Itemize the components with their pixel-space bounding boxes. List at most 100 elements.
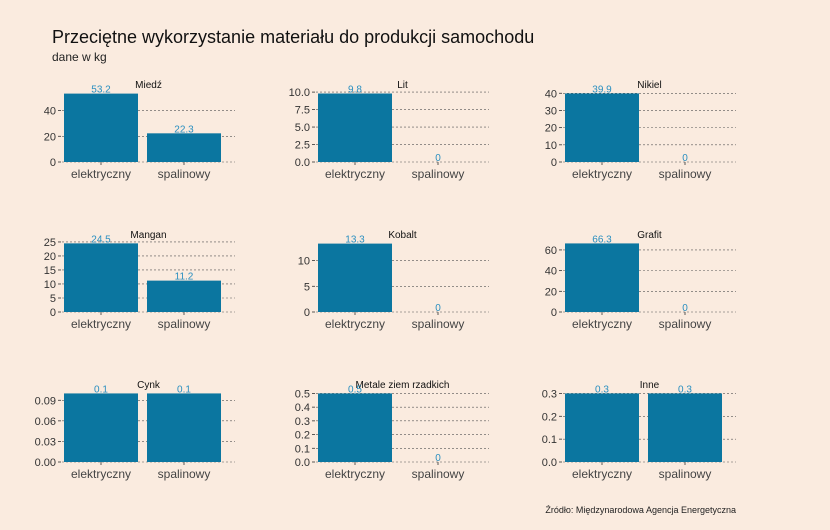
panel-5-value-label: 13.3 [345, 235, 365, 246]
panel-4-ytick-label: 25 [44, 237, 56, 249]
panel-8-ytick-label: 0.4 [295, 402, 310, 414]
panel-2-category-label: elektryczny [325, 167, 385, 181]
panel-4-title: Mangan [130, 230, 166, 241]
panel-2-value-label: 0 [435, 153, 441, 164]
panel-9-value-label: 0.3 [595, 384, 609, 395]
panel-3-value-label: 0 [682, 153, 688, 164]
panel-1-value-label: 22.3 [174, 124, 194, 135]
panel-3-value-label: 39.9 [592, 84, 612, 95]
panel-4-ytick-label: 10 [44, 279, 56, 291]
panel-5-title: Kobalt [388, 230, 417, 241]
panel-8-title: Metale ziem rzadkich [356, 380, 450, 391]
panel-4-ytick-label: 0 [50, 307, 56, 319]
panel-6-value-label: 0 [682, 303, 688, 314]
panel-8-value-label: 0 [435, 453, 441, 464]
panel-4-value-label: 24.5 [91, 234, 111, 245]
panel-7-category-label: spalinowy [158, 467, 211, 481]
panel-3-ytick-label: 40 [545, 88, 557, 100]
panel-4-value-label: 11.2 [175, 272, 194, 283]
source-note: Źródło: Międzynarodowa Agencja Energetyc… [545, 505, 736, 515]
panel-5-ytick-label: 5 [304, 281, 310, 293]
panel-6-title: Grafit [637, 230, 662, 241]
panel-7-category-label: elektryczny [71, 467, 131, 481]
panel-8-bar-elektryczny [318, 393, 392, 462]
panel-2-category-label: spalinowy [412, 167, 465, 181]
panel-4-bar-spalinowy [147, 280, 221, 312]
panel-9-bar-spalinowy [648, 393, 722, 462]
panel-8-ytick-label: 0.3 [295, 416, 310, 428]
panel-1-ytick-label: 40 [44, 106, 56, 118]
panel-2-bar-elektryczny [318, 93, 392, 162]
panel-3-ytick-label: 20 [545, 123, 557, 135]
panel-7-title: Cynk [137, 380, 161, 391]
panel-1-bar-elektryczny [64, 93, 138, 162]
panel-4-category-label: spalinowy [158, 317, 211, 331]
panel-4-ytick-label: 20 [44, 251, 56, 263]
panel-3-ytick-label: 30 [545, 105, 557, 117]
panel-7-ytick-label: 0.09 [35, 395, 56, 407]
panel-3-ytick-label: 10 [545, 140, 557, 152]
panel-6-category-label: spalinowy [659, 317, 712, 331]
panel-4-ytick-label: 15 [44, 265, 56, 277]
panel-6-category-label: elektryczny [572, 317, 632, 331]
panel-2-ytick-label: 10.0 [289, 87, 310, 99]
panel-3-ytick-label: 0 [551, 157, 557, 169]
panel-8-ytick-label: 0.5 [295, 388, 310, 400]
panel-6-ytick-label: 0 [551, 307, 557, 319]
panel-1-ytick-label: 20 [44, 131, 56, 143]
panel-1-category-label: elektryczny [71, 167, 131, 181]
panel-9-title: Inne [640, 380, 660, 391]
panel-2-ytick-label: 2.5 [295, 140, 310, 152]
panel-5-category-label: spalinowy [412, 317, 465, 331]
panel-7-bar-spalinowy [147, 393, 221, 462]
panel-6-ytick-label: 20 [545, 286, 557, 298]
panel-2-value-label: 9.8 [348, 84, 362, 95]
panel-1-title: Miedź [135, 80, 162, 91]
panel-9-ytick-label: 0.2 [542, 411, 557, 423]
panel-5-ytick-label: 10 [298, 256, 310, 268]
panel-7-ytick-label: 0.00 [35, 457, 56, 469]
panel-3-bar-elektryczny [565, 93, 639, 162]
panel-9-ytick-label: 0.3 [542, 388, 557, 400]
panel-5-value-label: 0 [435, 303, 441, 314]
panel-7-bar-elektryczny [64, 393, 138, 462]
panel-8-ytick-label: 0.1 [295, 443, 310, 455]
panel-2-ytick-label: 7.5 [295, 105, 310, 117]
panel-5-ytick-label: 0 [304, 307, 310, 319]
panel-9-category-label: spalinowy [659, 467, 712, 481]
panel-5-category-label: elektryczny [325, 317, 385, 331]
panel-7-ytick-label: 0.03 [35, 436, 56, 448]
panel-9-ytick-label: 0.0 [542, 457, 557, 469]
panel-6-ytick-label: 60 [545, 245, 557, 257]
panel-7-ytick-label: 0.06 [35, 416, 56, 428]
panel-4-bar-elektryczny [64, 243, 138, 312]
panel-4-ytick-label: 5 [50, 293, 56, 305]
panel-1-bar-spalinowy [147, 133, 221, 162]
panel-7-value-label: 0.1 [94, 384, 108, 395]
panel-8-category-label: spalinowy [412, 467, 465, 481]
panel-7-value-label: 0.1 [177, 384, 191, 395]
panel-3-title: Nikiel [637, 80, 661, 91]
panel-9-ytick-label: 0.1 [542, 434, 557, 446]
chart-title: Przeciętne wykorzystanie materiału do pr… [52, 27, 535, 47]
panel-3-category-label: elektryczny [572, 167, 632, 181]
panel-6-bar-elektryczny [565, 243, 639, 312]
panel-8-ytick-label: 0.0 [295, 457, 310, 469]
panel-9-bar-elektryczny [565, 393, 639, 462]
panel-6-ytick-label: 40 [545, 266, 557, 278]
panel-5-bar-elektryczny [318, 243, 392, 312]
panel-8-value-label: 0.5 [348, 384, 362, 395]
panel-2-ytick-label: 5.0 [295, 122, 310, 134]
panel-1-category-label: spalinowy [158, 167, 211, 181]
panel-3-category-label: spalinowy [659, 167, 712, 181]
panel-6-value-label: 66.3 [592, 234, 612, 245]
panel-4-category-label: elektryczny [71, 317, 131, 331]
panel-9-category-label: elektryczny [572, 467, 632, 481]
chart-subtitle: dane w kg [52, 50, 107, 64]
panel-2-ytick-label: 0.0 [295, 157, 310, 169]
panel-9-value-label: 0.3 [678, 384, 692, 395]
panel-8-ytick-label: 0.2 [295, 430, 310, 442]
panel-1-ytick-label: 0 [50, 157, 56, 169]
panel-1-value-label: 53.2 [91, 85, 111, 96]
